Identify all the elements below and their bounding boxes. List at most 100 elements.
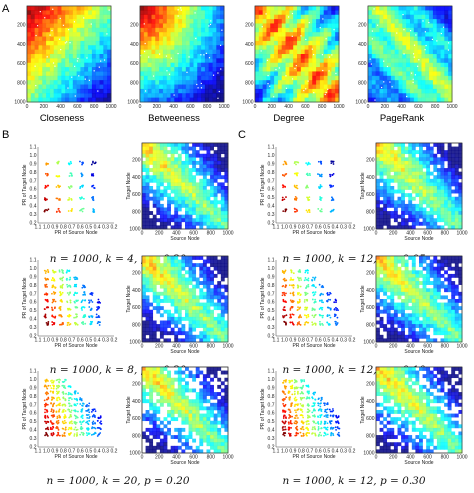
matrix-cell [397,146,402,151]
heatmap-cell [387,93,392,98]
heatmap-cell [166,75,171,81]
matrix-cell [213,259,218,264]
heatmap-cell [212,6,217,11]
heatmap-cell [440,71,445,77]
scatter-point [58,396,61,399]
matrix-cell [224,306,229,311]
heatmap-cell [331,93,336,98]
matrix-cell [217,270,222,275]
heatmap-cell [390,45,396,50]
matrix-cell [142,417,146,422]
heatmap-cell [166,10,171,16]
matrix-cell [217,266,222,271]
heatmap-cell [379,75,384,81]
matrix-cell [217,316,222,321]
heatmap-cell [220,49,225,55]
heatmap-cell [308,27,313,33]
heatmap-cell [413,27,418,33]
matrix-cell [177,445,182,450]
heatmap-cell [327,84,332,90]
matrix-cell [217,146,222,151]
scatter-point [69,160,72,163]
heatmap-cell [293,93,298,98]
matrix-cell [192,320,197,325]
matrix-cell [159,388,164,393]
heatmap-cell [319,27,325,33]
scatter-point [319,161,322,164]
matrix-cell [379,168,384,172]
matrix-cell [177,281,182,285]
matrix-cell [188,171,193,176]
x-tick-label: 400 [172,344,181,350]
heatmap-cell [182,93,187,98]
x-tick-label: 0.6 [77,449,84,455]
matrix-cell [408,182,413,187]
scatter-point [82,294,85,296]
heatmap-cell [208,97,213,103]
y-axis-label: PR of Target Node [260,164,266,205]
matrix-cell [181,182,186,187]
sparse-gap [108,9,110,11]
matrix-cell [188,306,193,311]
heatmap-cell [390,84,396,90]
matrix-cell [199,338,204,343]
heatmap-cell [255,58,260,64]
heatmap-cell [277,67,283,72]
sparse-gap [140,55,142,57]
x-tick-label: 400 [284,104,293,110]
matrix-cell [185,388,189,393]
matrix-cell [156,306,161,311]
sparse-gap [335,72,337,75]
matrix-cell [217,295,222,300]
matrix-cell [188,256,193,260]
heatmap-cell [331,75,336,81]
matrix-cell [177,299,182,303]
scatter-point [332,163,335,165]
matrix-cell [159,306,164,311]
matrix-cell [152,157,157,162]
matrix-cell [379,225,384,230]
heatmap-cell [57,93,62,98]
sparse-gap [389,81,391,83]
matrix-cell [156,266,161,271]
heatmap-cell [413,40,418,46]
scatter-point [79,196,81,199]
heatmap-cell [277,62,283,68]
heatmap-cell [304,75,309,81]
scatter-point [61,269,63,271]
heatmap-cell [57,27,62,33]
heatmap-cell [262,58,267,64]
heatmap-cell [189,27,194,33]
heatmap-cell [103,14,108,20]
matrix-cell [390,193,395,198]
matrix-cell [195,313,200,318]
heatmap-cell [436,45,441,50]
x-axis-label: PR of Source Node [292,230,335,236]
heatmap-cell [270,45,275,50]
heatmap-cell [185,62,190,68]
scatter-point [44,380,47,383]
matrix-cell [199,306,204,311]
heatmap-cell [300,75,305,81]
scatter-point [98,324,101,326]
heatmap-cell [220,40,225,46]
heatmap-cell [208,93,213,98]
matrix-cell [174,295,179,300]
scatter-point [74,423,77,425]
matrix-cell [188,402,193,407]
matrix-cell [386,211,391,215]
matrix-cell [185,381,189,386]
matrix-cell [188,413,193,418]
scatter-point [284,210,287,213]
y-tick-label: 400 [130,42,139,48]
sparse-gap [417,65,419,67]
y-tick-label: 0.9 [30,161,37,167]
heatmap-cell [297,49,302,55]
heatmap-cell [197,97,202,103]
scatter-point [67,393,70,396]
matrix-cell [397,143,402,147]
matrix-cell [408,150,413,155]
heatmap-cell [379,45,384,50]
heatmap-cell [42,54,47,59]
heatmap-cell [387,75,392,81]
